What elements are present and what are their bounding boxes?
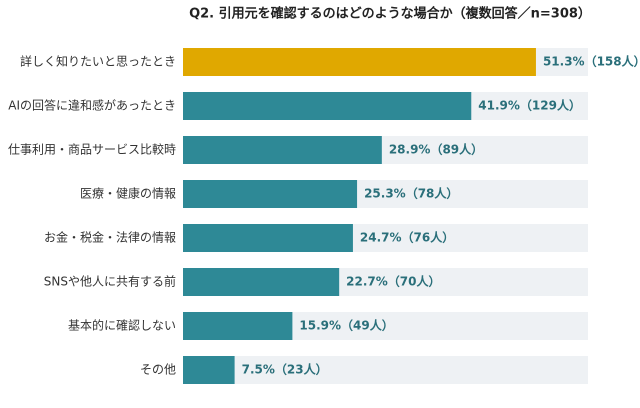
bar: [183, 224, 353, 252]
bar: [183, 356, 235, 384]
category-label: AIの回答に違和感があったとき: [8, 98, 176, 113]
bar: [183, 312, 293, 340]
value-label: 28.9%（89人）: [389, 142, 483, 157]
value-label: 7.5%（23人）: [242, 362, 328, 377]
category-label: その他: [140, 363, 176, 377]
bar: [183, 268, 340, 296]
bar: [183, 92, 472, 120]
bar: [183, 180, 358, 208]
value-label: 51.3%（158人）: [543, 54, 640, 69]
chart-title: Q2. 引用元を確認するのはどのような場合か（複数回答／n=308）: [189, 6, 591, 22]
value-label: 25.3%（78人）: [364, 186, 458, 201]
category-label: 仕事利用・商品サービス比較時: [8, 142, 176, 157]
value-label: 24.7%（76人）: [360, 230, 454, 245]
value-label: 22.7%（70人）: [346, 274, 440, 289]
value-label: 15.9%（49人）: [299, 318, 393, 333]
category-label: 詳しく知りたいと思ったとき: [20, 54, 176, 69]
bar: [183, 136, 382, 164]
value-label: 41.9%（129人）: [478, 98, 581, 113]
category-label: 医療・健康の情報: [80, 186, 176, 201]
category-label: お金・税金・法律の情報: [44, 230, 176, 245]
bar: [183, 48, 536, 76]
category-label: 基本的に確認しない: [68, 318, 176, 333]
bar-track: [183, 356, 588, 384]
category-label: SNSや他人に共有する前: [44, 274, 176, 289]
